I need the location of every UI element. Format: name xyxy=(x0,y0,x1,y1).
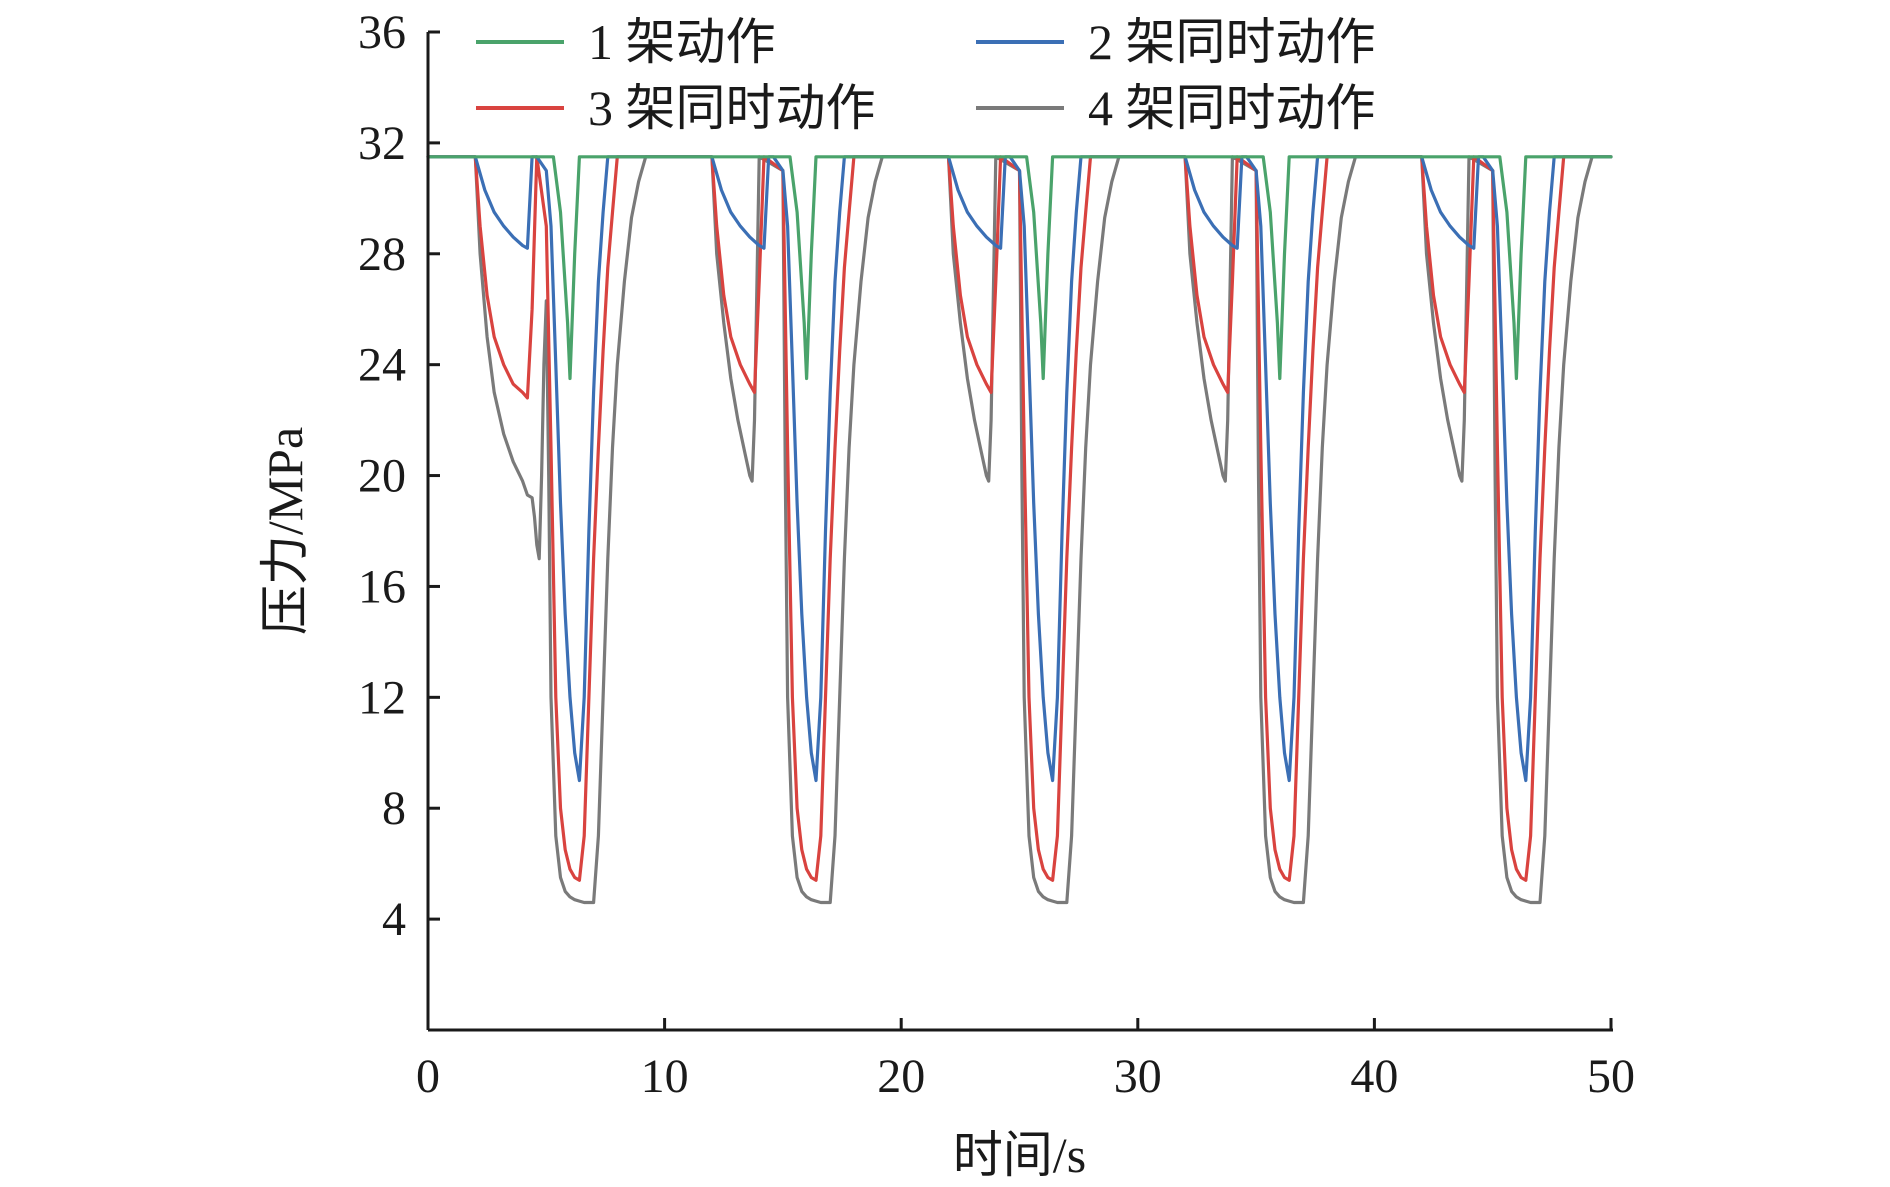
x-axis-title: 时间/s xyxy=(953,1127,1086,1183)
x-tick-label: 40 xyxy=(1350,1050,1398,1103)
y-tick-label: 24 xyxy=(358,339,406,392)
y-tick-label: 16 xyxy=(358,560,406,613)
series-line-3 xyxy=(426,155,1613,882)
y-tick-label: 28 xyxy=(358,228,406,281)
y-tick-label: 36 xyxy=(358,6,406,59)
y-axis-title: 压力/MPa xyxy=(257,427,313,635)
legend-label-2: 2 架同时动作 xyxy=(1088,14,1376,70)
series-line-1 xyxy=(426,155,1613,381)
y-tick-label: 20 xyxy=(358,450,406,503)
x-tick-label: 30 xyxy=(1114,1050,1162,1103)
legend: 1 架动作 2 架同时动作 3 架同时动作 4 架同时动作 xyxy=(476,14,1376,136)
y-tick-label: 8 xyxy=(382,782,406,835)
plot-area xyxy=(426,155,1613,905)
legend-label-3: 3 架同时动作 xyxy=(588,80,876,136)
x-tick-label: 10 xyxy=(641,1050,689,1103)
axes xyxy=(426,32,1613,1032)
y-tick-label: 12 xyxy=(358,671,406,724)
series-line-4 xyxy=(426,155,1613,905)
y-tick-label: 32 xyxy=(358,117,406,170)
x-tick-label: 20 xyxy=(877,1050,925,1103)
x-tick-label: 50 xyxy=(1587,1050,1635,1103)
legend-label-4: 4 架同时动作 xyxy=(1088,80,1376,136)
x-tick-label: 0 xyxy=(416,1050,440,1103)
legend-label-1: 1 架动作 xyxy=(588,14,776,70)
series-line-2 xyxy=(426,155,1613,783)
y-tick-label: 4 xyxy=(382,893,406,946)
ticks: 0 10 20 30 40 50 4 8 12 16 20 24 28 32 36 xyxy=(358,6,1635,1103)
